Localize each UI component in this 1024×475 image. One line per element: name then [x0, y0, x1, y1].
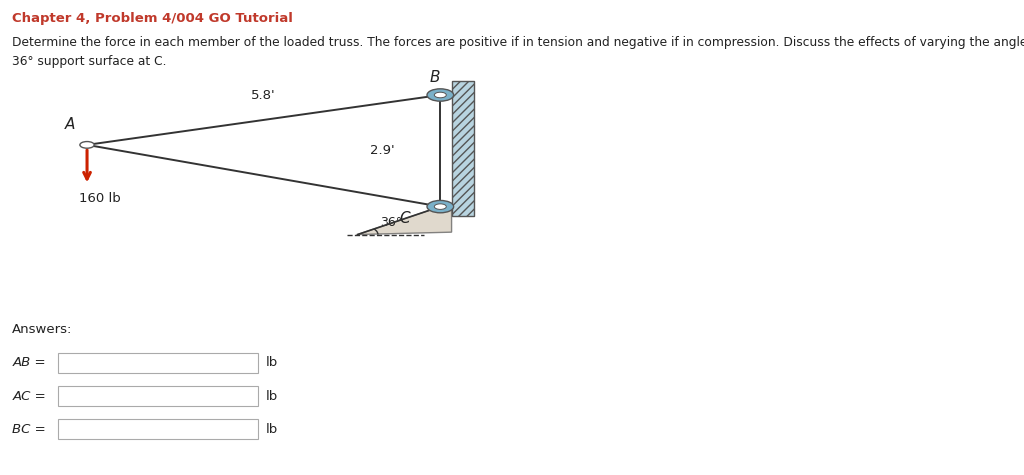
FancyBboxPatch shape [58, 353, 258, 373]
Text: 36° support surface at C.: 36° support surface at C. [12, 55, 167, 67]
Text: AC =: AC = [12, 390, 46, 403]
Text: B: B [430, 69, 440, 85]
Text: lb: lb [266, 356, 279, 370]
Text: BC =: BC = [12, 423, 46, 436]
Text: 5.8': 5.8' [251, 89, 276, 102]
Text: 160 lb: 160 lb [79, 192, 121, 205]
Circle shape [80, 142, 94, 148]
Polygon shape [357, 207, 452, 235]
Text: Determine the force in each member of the loaded truss. The forces are positive : Determine the force in each member of th… [12, 36, 1024, 48]
Text: AB =: AB = [12, 356, 46, 370]
Text: Chapter 4, Problem 4/004 GO Tutorial: Chapter 4, Problem 4/004 GO Tutorial [12, 12, 293, 25]
Text: 36°: 36° [380, 216, 402, 229]
Text: lb: lb [266, 390, 279, 403]
Circle shape [434, 204, 446, 209]
FancyBboxPatch shape [58, 386, 258, 406]
Text: 2.9': 2.9' [370, 144, 394, 157]
Text: Answers:: Answers: [12, 323, 73, 336]
Text: C: C [399, 211, 410, 227]
Circle shape [427, 89, 454, 101]
Bar [452, 81, 474, 216]
FancyBboxPatch shape [58, 419, 258, 439]
Circle shape [427, 200, 454, 213]
Circle shape [434, 92, 446, 98]
Bar [452, 81, 474, 216]
Text: A: A [65, 116, 75, 132]
Text: lb: lb [266, 423, 279, 436]
